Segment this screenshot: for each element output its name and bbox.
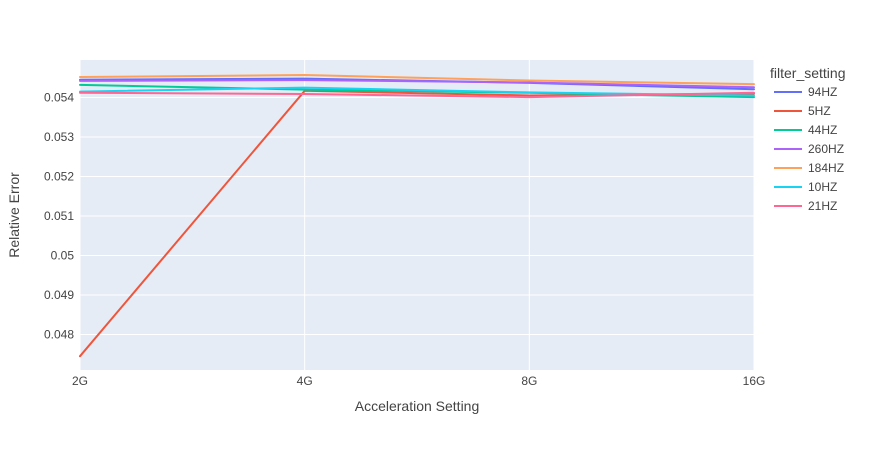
legend-label-21hz: 21HZ [808, 199, 837, 213]
legend-label-94hz: 94HZ [808, 85, 837, 99]
y-tick-label: 0.05 [51, 248, 75, 262]
y-tick-label: 0.054 [44, 91, 74, 105]
legend-label-10hz: 10HZ [808, 180, 837, 194]
series-line-184hz [79, 74, 755, 86]
series-lines [79, 74, 755, 358]
y-tick-label: 0.048 [44, 327, 74, 341]
legend-label-44hz: 44HZ [808, 123, 837, 137]
legend-label-5hz: 5HZ [808, 104, 831, 118]
series-line-260hz [79, 79, 755, 89]
y-axis-ticks: 0.048 0.049 0.05 0.051 0.052 0.053 0.054 [44, 91, 74, 342]
y-tick-label: 0.051 [44, 209, 74, 223]
y-tick-label: 0.053 [44, 130, 74, 144]
legend-title: filter_setting [770, 65, 845, 81]
plot-background [80, 60, 754, 370]
grid-lines [79, 60, 755, 370]
y-tick-label: 0.049 [44, 288, 74, 302]
series-line-21hz [79, 91, 755, 99]
y-axis-title: Relative Error [6, 172, 22, 258]
x-tick-label: 2G [72, 374, 88, 388]
x-tick-label: 8G [521, 374, 537, 388]
legend-label-184hz: 184HZ [808, 161, 844, 175]
x-tick-label: 4G [297, 374, 313, 388]
y-tick-label: 0.052 [44, 169, 74, 183]
legend: filter_setting 94HZ 5HZ 44HZ 260HZ 184HZ 10HZ… [770, 65, 845, 213]
x-axis-ticks: 2G 4G 8G 16G [72, 374, 765, 388]
legend-label-260hz: 260HZ [808, 142, 844, 156]
x-axis-title: Acceleration Setting [355, 398, 480, 414]
x-tick-label: 16G [743, 374, 766, 388]
